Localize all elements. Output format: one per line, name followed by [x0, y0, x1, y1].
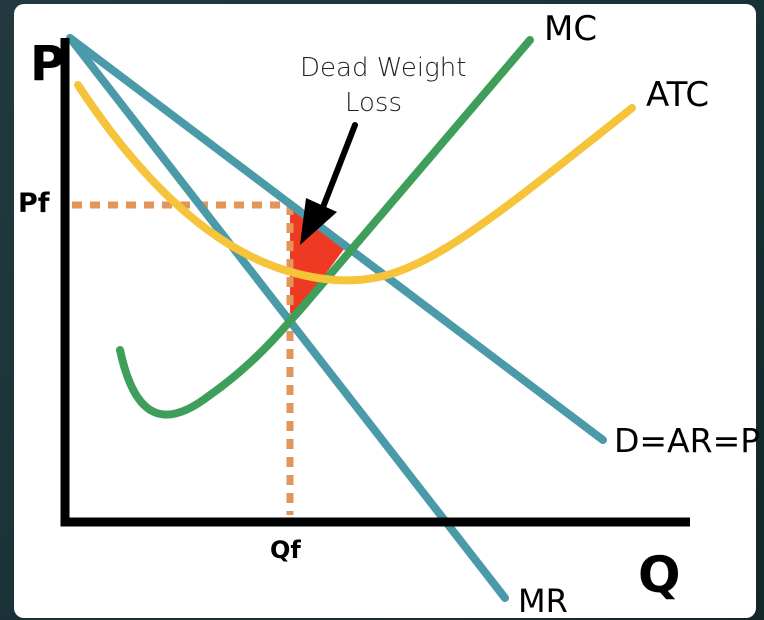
- y-axis-label: P: [30, 36, 65, 92]
- average-total-cost-curve: [74, 81, 636, 285]
- price-label: Pf: [18, 188, 50, 219]
- x-axis-label: Q: [638, 546, 681, 604]
- demand-curve: [66, 34, 607, 444]
- atc-label: ATC: [646, 75, 709, 115]
- mc-label: MC: [544, 9, 597, 49]
- marginal-cost-curve: [116, 36, 534, 419]
- annotation-arrow-head: [300, 198, 337, 245]
- demand-label: D=AR=P: [614, 421, 760, 460]
- annotation-line-2: Loss: [345, 88, 402, 118]
- annotation-line-1: Dead Weight: [300, 53, 466, 83]
- quantity-label: Qf: [270, 536, 301, 564]
- mr-label: MR: [518, 582, 568, 620]
- annotation-arrow-shaft: [315, 122, 358, 223]
- axes: [60, 38, 690, 527]
